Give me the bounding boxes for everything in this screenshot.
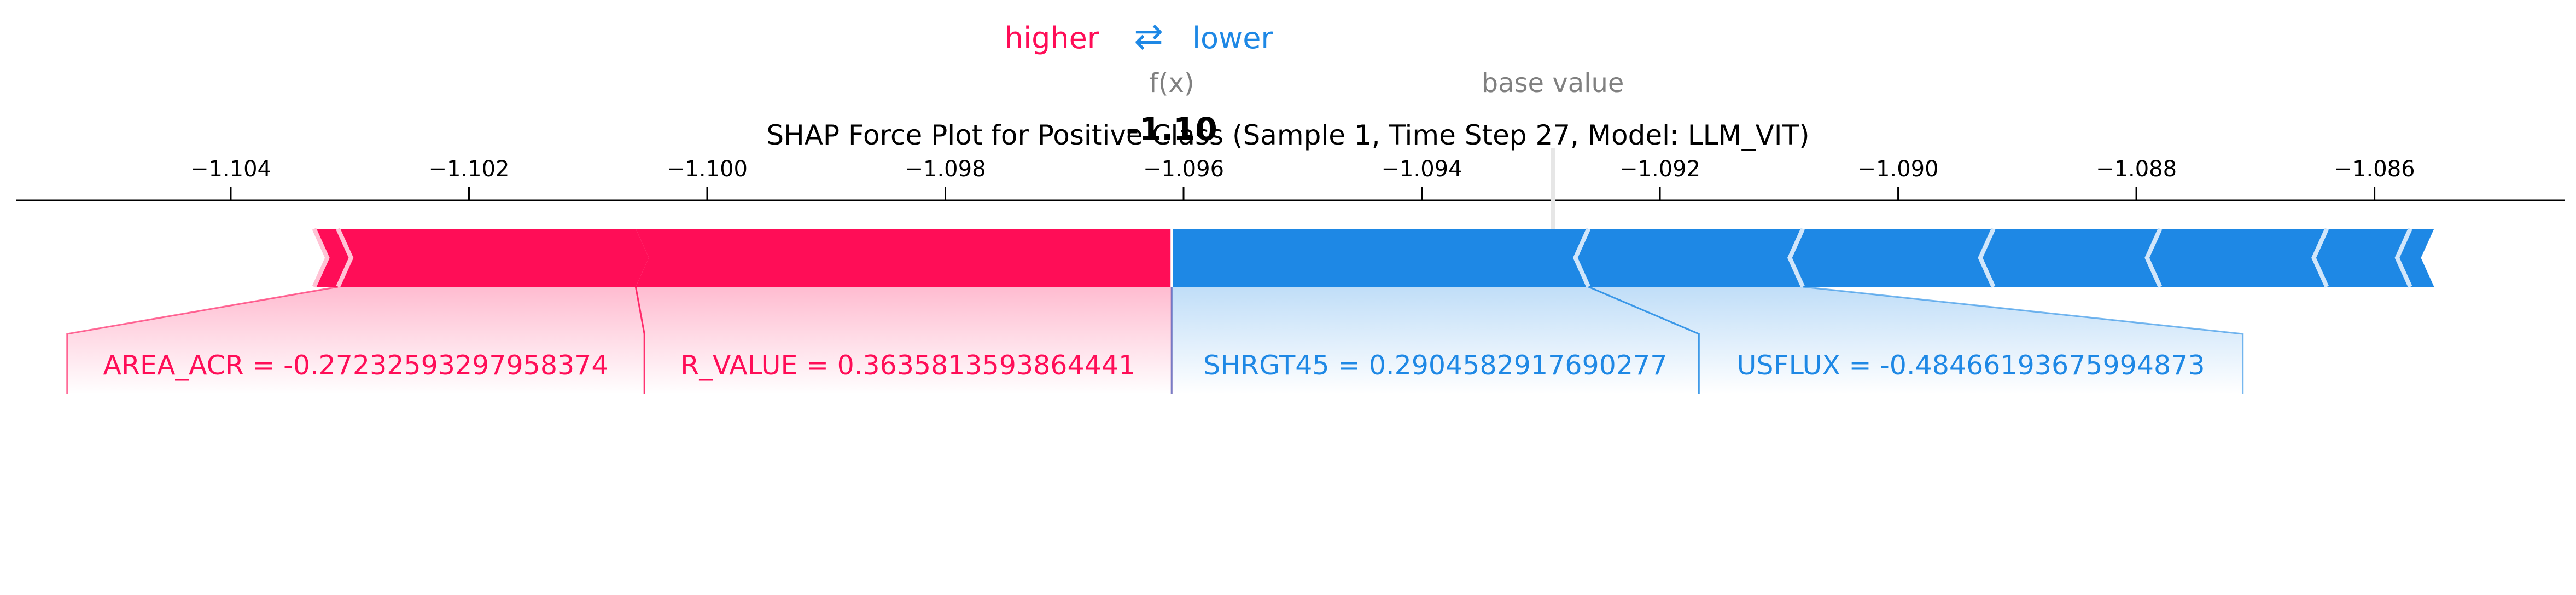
segment-separator (1787, 228, 1805, 288)
x-tick-label: −1.102 (428, 157, 509, 182)
negative-annotation-fill (1172, 287, 1699, 394)
negative-force-segment (1980, 229, 2160, 287)
base-value-label: base value (1482, 68, 1624, 99)
negative-force-segment (1575, 229, 1803, 287)
positive-force-segment (337, 229, 649, 287)
positive-annotation-fill (636, 287, 1172, 394)
positive-force-segment (314, 229, 351, 287)
negative-feature-label: USFLUX = -0.48466193675994873 (1736, 350, 2205, 381)
positive-feature-label: R_VALUE = 0.3635813593864441 (680, 350, 1135, 381)
x-tick-label: −1.086 (2334, 157, 2415, 182)
segment-separator (2394, 228, 2412, 288)
chart-title: SHAP Force Plot for Positive Class (Samp… (766, 119, 1809, 151)
feature-annotations: R_VALUE = 0.3635813593864441 AREA_ACR = -… (66, 286, 2244, 394)
segment-separator (2311, 228, 2329, 288)
x-tick-label: −1.088 (2096, 157, 2177, 182)
negative-force-segment (2313, 229, 2410, 287)
x-tick-label: −1.100 (667, 157, 748, 182)
positive-annotation-leader (634, 286, 645, 394)
negative-feature-label: SHRGT45 = 0.2904582917690277 (1203, 350, 1667, 381)
x-tick-label: −1.104 (190, 157, 271, 182)
legend-arrow-icon: ⇄ (1134, 16, 1163, 57)
x-tick-label: −1.094 (1382, 157, 1462, 182)
negative-force-segment (2147, 229, 2327, 287)
force-bars (312, 228, 2434, 288)
segment-separator (1978, 228, 1996, 288)
x-tick-label: −1.092 (1619, 157, 1700, 182)
x-axis-ticks: −1.104 −1.102 −1.100 −1.098 −1.096 −1.094 −1.0… (190, 148, 2415, 229)
negative-force-segment (1172, 229, 1589, 287)
negative-annotation-leader (1588, 286, 1700, 394)
x-tick-label: −1.098 (905, 157, 986, 182)
negative-annotation-leader (1803, 286, 2244, 394)
positive-feature-label: AREA_ACR = -0.27232593297958374 (103, 350, 608, 381)
fx-label: f(x) (1149, 68, 1194, 99)
legend-higher-label: higher (1005, 21, 1100, 55)
positive-force-segment (636, 229, 1172, 287)
positive-annotation-leader (66, 286, 339, 394)
fx-value: -1.10 (1126, 111, 1217, 148)
segment-separator (312, 228, 330, 288)
x-tick-label: −1.096 (1143, 157, 1224, 182)
segment-separator (1572, 228, 1591, 288)
negative-force-segment (1790, 229, 1994, 287)
negative-annotation-fill (1588, 287, 2243, 394)
positive-annotation-fill (67, 287, 645, 394)
x-tick-label: −1.090 (1858, 157, 1939, 182)
negative-force-segment (2397, 229, 2434, 287)
legend-lower-label: lower (1192, 21, 1273, 55)
segment-separator (2144, 228, 2163, 288)
segment-separator (336, 228, 354, 288)
